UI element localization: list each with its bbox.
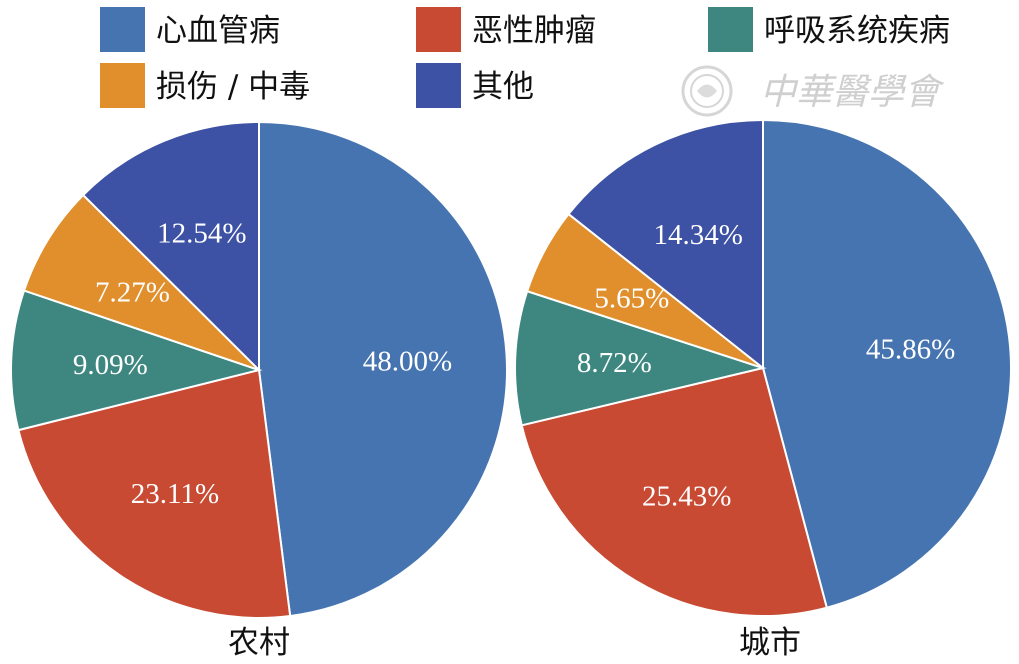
slice-label-1-5: 12.54% (157, 218, 246, 250)
legend-label-3: 呼吸系统疾病 (764, 13, 950, 49)
slice-label-1-4: 7.27% (95, 277, 170, 309)
legend-swatch-5 (416, 63, 461, 108)
pie-slice-1-3 (10, 289, 263, 432)
slice-label-1-2: 23.11% (131, 478, 219, 510)
pie-chart-1: 48.00% 23.11% 9.09% 7.27% 12.54% 农村 (10, 120, 508, 661)
pie-slice-2-3 (514, 289, 767, 427)
slice-label-2-4: 5.65% (594, 283, 669, 315)
pie-slice-1-5 (81, 120, 260, 373)
pie-slice-1-2 (17, 368, 292, 619)
watermark-text: 中華醫學會 (760, 72, 945, 113)
pie-slice-2-1 (762, 118, 1013, 609)
pie-slice-2-2 (520, 366, 829, 617)
pie-title-2: 城市 (739, 625, 801, 661)
slice-label-2-5: 14.34% (653, 219, 742, 251)
slice-label-2-3: 8.72% (577, 347, 652, 379)
legend-label-2: 恶性肿瘤 (472, 13, 596, 49)
pie-slice-1-1 (258, 120, 508, 618)
slice-label-2-2: 25.43% (642, 481, 731, 513)
pie-slice-1-4 (22, 193, 260, 371)
slice-label-1-3: 9.09% (73, 349, 148, 381)
slice-label-1-1: 48.00% (363, 346, 452, 378)
legend-swatch-4 (100, 63, 145, 108)
legend-label-1: 心血管病 (156, 13, 280, 49)
legend-swatch-3 (708, 7, 753, 52)
legend-label-5: 其他 (472, 69, 534, 105)
watermark-seal-icon (681, 65, 733, 117)
legend-swatch-2 (416, 7, 461, 52)
pie-slice-2-5 (567, 118, 764, 371)
pie-chart-2: 45.86% 25.43% 8.72% 5.65% 14.34% 城市 (514, 118, 1013, 661)
legend-swatch-1 (100, 7, 145, 52)
slice-label-2-1: 45.86% (866, 334, 955, 366)
legend-label-4: 损伤 / 中毒 (156, 69, 310, 105)
pie-title-1: 农村 (228, 625, 290, 661)
watermark: 中華醫學會 (681, 65, 945, 117)
pies: 48.00% 23.11% 9.09% 7.27% 12.54% 农村 45.86% 25.4… (10, 118, 1013, 661)
